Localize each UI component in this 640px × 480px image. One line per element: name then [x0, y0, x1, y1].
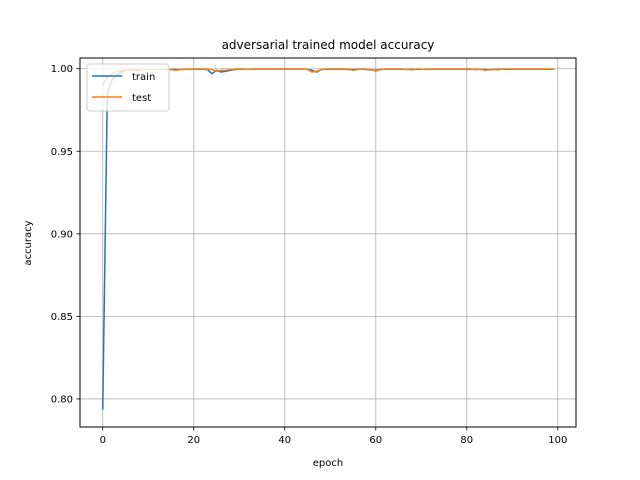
- y-axis-label: accuracy: [23, 220, 34, 265]
- series-lines: [101, 68, 554, 410]
- chart-title: adversarial trained model accuracy: [222, 38, 435, 52]
- x-tick-label: 40: [278, 435, 291, 446]
- plot-frame: [79, 57, 577, 428]
- y-tick-label: 0.90: [51, 229, 73, 240]
- y-tick-label: 1.00: [51, 64, 73, 75]
- axis-ticks: 0 20 40 60 80 100 0.80 0.85 0.90 0.95 1.00: [51, 64, 568, 446]
- legend-label-test: test: [132, 93, 151, 104]
- y-tick-label: 0.95: [51, 147, 73, 158]
- x-tick-label: 60: [369, 435, 382, 446]
- legend: train test: [86, 63, 170, 112]
- x-tick-label: 0: [100, 435, 106, 446]
- y-tick-label: 0.80: [51, 394, 73, 405]
- y-tick-label: 0.85: [51, 312, 73, 323]
- x-axis-label: epoch: [313, 458, 343, 469]
- legend-box: [86, 63, 170, 112]
- x-tick-label: 100: [548, 435, 567, 446]
- legend-label-train: train: [132, 72, 155, 83]
- x-tick-label: 20: [187, 435, 200, 446]
- x-tick-label: 80: [460, 435, 473, 446]
- series-line-test: [101, 68, 554, 87]
